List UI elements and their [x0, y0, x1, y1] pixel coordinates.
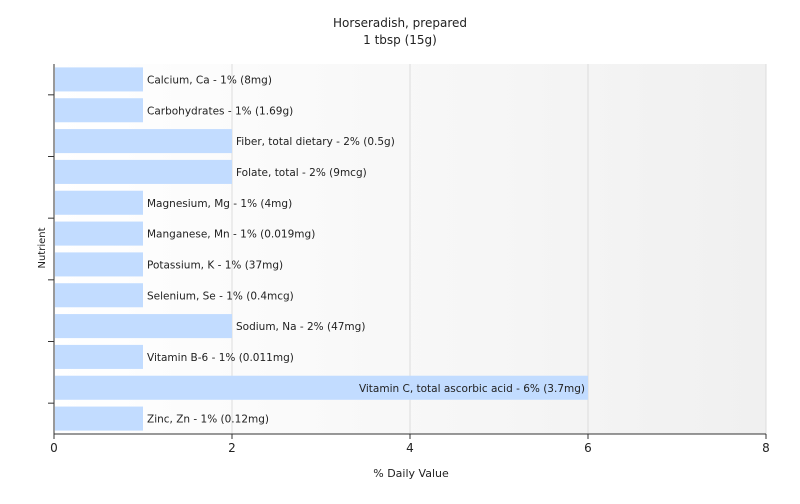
- bar-label: Selenium, Se - 1% (0.4mcg): [147, 290, 294, 302]
- bar: [55, 190, 143, 215]
- bar: [55, 221, 143, 246]
- chart-title: Horseradish, prepared: [333, 16, 467, 30]
- bar: [55, 375, 588, 400]
- plot-area: Calcium, Ca - 1% (8mg) Carbohydrates - 1%…: [48, 64, 770, 455]
- x-axis-label: % Daily Value: [373, 467, 449, 480]
- x-tick-label: 0: [50, 441, 58, 455]
- x-tick-label: 6: [584, 441, 592, 455]
- bar-label: Magnesium, Mg - 1% (4mg): [147, 198, 292, 210]
- bar-label: Zinc, Zn - 1% (0.12mg): [147, 414, 269, 426]
- bar-label: Carbohydrates - 1% (1.69g): [147, 105, 293, 117]
- bar: [55, 129, 232, 154]
- bar: [55, 252, 143, 277]
- bar-label: Fiber, total dietary - 2% (0.5g): [236, 136, 395, 148]
- y-axis-label: Nutrient: [37, 227, 48, 268]
- bar-label: Manganese, Mn - 1% (0.019mg): [147, 229, 315, 241]
- bar-label: Vitamin C, total ascorbic acid - 6% (3.7…: [359, 383, 585, 395]
- bar-label: Vitamin B-6 - 1% (0.011mg): [147, 352, 294, 364]
- bar-label: Potassium, K - 1% (37mg): [147, 259, 283, 271]
- x-tick-label: 8: [762, 441, 770, 455]
- bar-label: Calcium, Ca - 1% (8mg): [147, 74, 272, 86]
- x-tick-label: 2: [228, 441, 236, 455]
- bar: [55, 98, 143, 123]
- bar: [55, 344, 143, 369]
- x-tick-label: 4: [406, 441, 414, 455]
- bar-label: Sodium, Na - 2% (47mg): [236, 321, 365, 333]
- chart-subtitle: 1 tbsp (15g): [363, 33, 437, 47]
- bar: [55, 283, 143, 308]
- bar: [55, 159, 232, 184]
- bar: [55, 314, 232, 339]
- bar: [55, 406, 143, 431]
- bar: [55, 67, 143, 92]
- bar-label: Folate, total - 2% (9mcg): [236, 167, 367, 179]
